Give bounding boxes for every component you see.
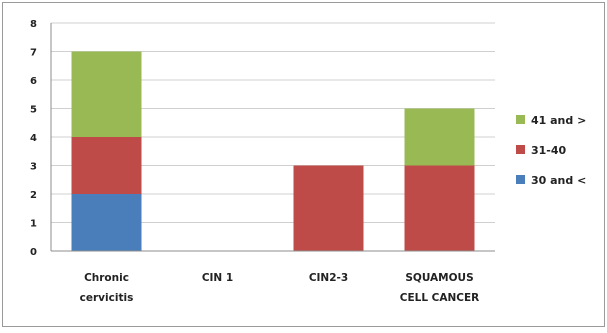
y-tick-label: 7	[30, 48, 37, 59]
bars	[71, 51, 475, 251]
legend-swatch	[516, 175, 525, 184]
x-category-label: CIN2-3	[309, 272, 348, 284]
chart-frame: 0 1 2 3 4 5 6 7 8 Chronic cervicitis CIN 1 CIN2-3 SQ…	[2, 2, 605, 327]
x-category-label-line: Chronic	[84, 272, 129, 284]
legend: 41 and > 31-40 30 and <	[516, 114, 586, 187]
y-tick-label: 2	[30, 190, 37, 201]
bar-segment	[293, 165, 364, 251]
legend-label: 31-40	[531, 144, 567, 157]
y-tick-label: 6	[30, 76, 37, 87]
bar-segment	[404, 165, 475, 251]
legend-label: 30 and <	[531, 174, 586, 187]
x-category-label: SQUAMOUS CELL CANCER	[400, 272, 480, 304]
x-category-label: Chronic cervicitis	[80, 272, 134, 304]
legend-swatch	[516, 115, 525, 124]
y-tick-label: 0	[30, 247, 37, 258]
y-tick-label: 3	[30, 162, 37, 173]
legend-label: 41 and >	[531, 114, 586, 127]
x-category-label-line: CIN2-3	[309, 272, 348, 284]
bar-segment	[71, 194, 142, 251]
bar-segment	[71, 137, 142, 194]
bar-segment	[404, 108, 475, 166]
bar-segment	[71, 51, 142, 137]
x-axis-labels: Chronic cervicitis CIN 1 CIN2-3 SQUAMOUS CELL…	[80, 272, 480, 304]
x-category-label-line: cervicitis	[80, 292, 134, 304]
y-axis-ticks: 0 1 2 3 4 5 6 7 8	[30, 19, 37, 258]
y-tick-label: 8	[30, 19, 37, 30]
y-tick-label: 1	[30, 219, 37, 230]
x-category-label-line: CELL CANCER	[400, 292, 480, 304]
y-tick-label: 5	[30, 105, 37, 116]
x-category-label-line: SQUAMOUS	[405, 272, 473, 284]
x-category-label: CIN 1	[202, 272, 233, 284]
x-category-label-line: CIN 1	[202, 272, 233, 284]
stacked-bar-chart: 0 1 2 3 4 5 6 7 8 Chronic cervicitis CIN 1 CIN2-3 SQ…	[30, 19, 586, 304]
y-tick-label: 4	[30, 133, 37, 144]
legend-swatch	[516, 145, 525, 154]
